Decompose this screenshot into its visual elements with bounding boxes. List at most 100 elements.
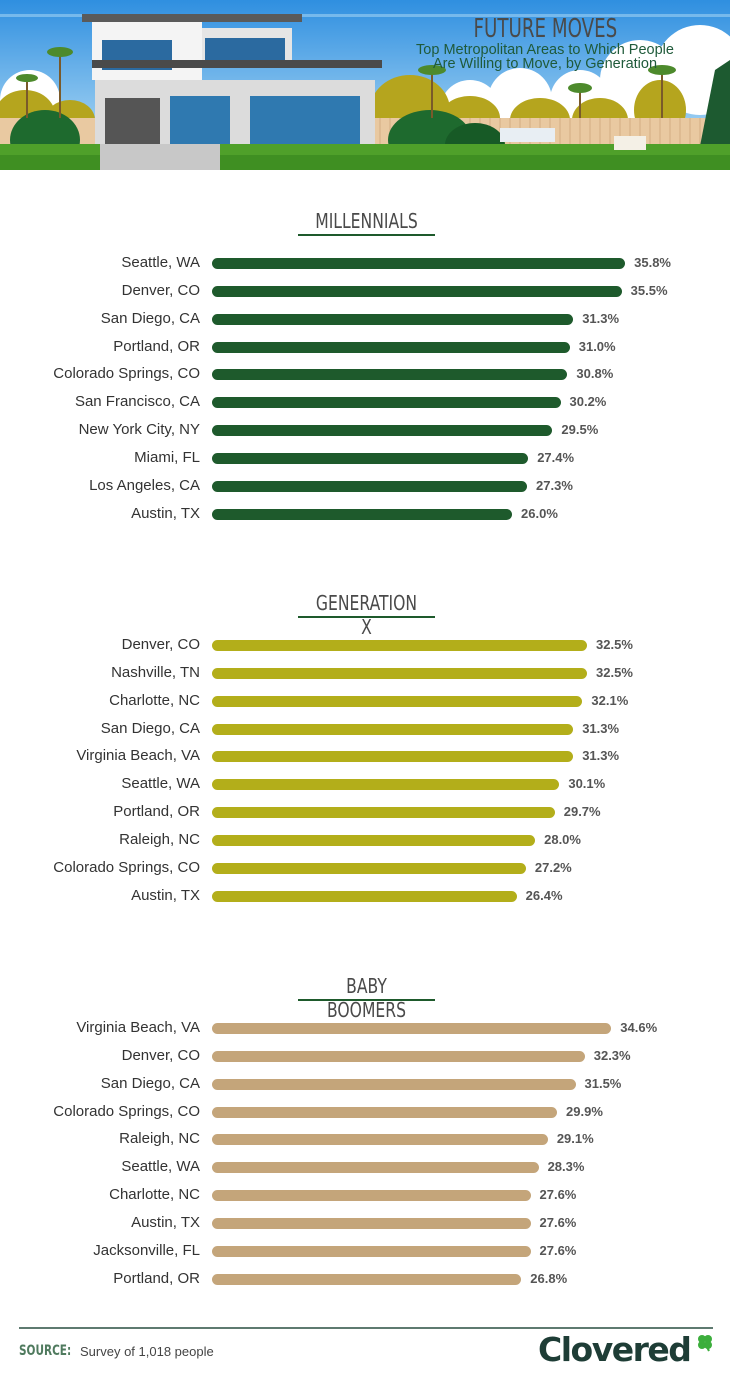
bar bbox=[212, 723, 574, 735]
bar-value-label: 29.7% bbox=[563, 804, 601, 820]
bar-value-label: 27.2% bbox=[534, 859, 572, 875]
header-illustration bbox=[0, 0, 730, 170]
bar-label: Nashville, TN bbox=[111, 663, 200, 681]
bar bbox=[212, 508, 513, 520]
bar-label: Raleigh, NC bbox=[119, 830, 200, 848]
bar bbox=[212, 1078, 576, 1090]
bar-value-label: 32.5% bbox=[596, 664, 633, 680]
bar-value-label: 27.4% bbox=[537, 449, 575, 465]
bar-value-label: 32.5% bbox=[596, 637, 633, 652]
bar-label: Seattle, WA bbox=[121, 775, 200, 793]
clover-icon bbox=[698, 1335, 712, 1352]
bar bbox=[212, 667, 588, 679]
bar-label: Jacksonville, FL bbox=[93, 1241, 200, 1259]
bar-label: Virginia Beach, VA bbox=[76, 747, 200, 765]
bar bbox=[212, 1273, 522, 1285]
bar-value-label: 32.1% bbox=[591, 692, 629, 708]
bar-value-label: 31.3% bbox=[582, 310, 620, 326]
bar-label: San Diego, CA bbox=[100, 1074, 200, 1092]
bar-value-label: 30.1% bbox=[568, 776, 606, 792]
baby-boomers-title: BABY BOOMERS bbox=[326, 974, 407, 1022]
bar bbox=[212, 1245, 531, 1257]
bar bbox=[212, 341, 570, 353]
bar-value-label: 35.5% bbox=[630, 282, 668, 298]
bar-label: Colorado Springs, CO bbox=[53, 1102, 200, 1120]
bar bbox=[212, 1050, 585, 1062]
bar bbox=[212, 397, 561, 409]
bar-value-label: 32.3% bbox=[593, 1047, 631, 1063]
bar-value-label: 28.0% bbox=[544, 831, 581, 847]
bar-value-label: 26.4% bbox=[525, 887, 563, 903]
bar-value-label: 29.9% bbox=[566, 1103, 603, 1119]
generation-x-title: GENERATION X bbox=[315, 591, 418, 639]
bar-value-label: 26.8% bbox=[530, 1270, 568, 1286]
bar-value-label: 35.8% bbox=[634, 255, 671, 270]
bar-label: Charlotte, NC bbox=[109, 691, 200, 709]
bar bbox=[212, 480, 528, 492]
bar-label: Charlotte, NC bbox=[109, 1186, 200, 1204]
bar-label: Los Angeles, CA bbox=[89, 476, 200, 494]
generation-x-title-underline bbox=[298, 616, 435, 618]
millennials-title-underline bbox=[298, 234, 435, 236]
bar-label: Portland, OR bbox=[113, 803, 200, 821]
bar-label: Austin, TX bbox=[131, 1213, 200, 1231]
infographic-title: FUTURE MOVES bbox=[473, 14, 617, 44]
bar-value-label: 30.8% bbox=[576, 366, 614, 382]
footer-divider bbox=[19, 1327, 713, 1329]
bar-label: San Diego, CA bbox=[100, 309, 200, 327]
millennials-title: MILLENNIALS bbox=[315, 209, 418, 233]
bar-value-label: 26.0% bbox=[521, 505, 558, 521]
bar-value-label: 29.1% bbox=[556, 1131, 594, 1147]
bar bbox=[212, 779, 560, 791]
bar bbox=[212, 1162, 539, 1174]
bar bbox=[212, 1217, 531, 1229]
bar-value-label: 34.6% bbox=[620, 1020, 658, 1035]
bar-label: Austin, TX bbox=[131, 886, 200, 904]
source-label: SOURCE: bbox=[19, 1343, 72, 1359]
bar-label: Portland, OR bbox=[113, 1269, 200, 1287]
bar-value-label: 29.5% bbox=[561, 422, 599, 438]
bar-value-label: 31.5% bbox=[584, 1075, 622, 1091]
bar-label: Miami, FL bbox=[134, 448, 200, 466]
bar bbox=[212, 1134, 548, 1146]
bar bbox=[212, 807, 555, 819]
bar bbox=[212, 258, 626, 269]
bar-value-label: 27.6% bbox=[539, 1214, 577, 1230]
bar-value-label: 31.3% bbox=[582, 720, 620, 736]
bar-value-label: 27.6% bbox=[539, 1187, 577, 1203]
bar-label: Austin, TX bbox=[131, 504, 200, 522]
bar-value-label: 27.3% bbox=[536, 477, 573, 493]
bar-value-label: 28.3% bbox=[547, 1159, 585, 1175]
bar bbox=[212, 425, 553, 437]
infographic-subtitle: Top Metropolitan Areas to Which People A… bbox=[395, 42, 695, 72]
bar-label: San Diego, CA bbox=[100, 719, 200, 737]
bar-label: New York City, NY bbox=[78, 421, 200, 439]
bar-label: San Francisco, CA bbox=[74, 393, 200, 411]
bar-label: Denver, CO bbox=[121, 636, 200, 653]
bar-label: Colorado Springs, CO bbox=[53, 858, 200, 876]
bar-label: Seattle, WA bbox=[121, 1158, 200, 1176]
bar bbox=[212, 640, 588, 651]
bar bbox=[212, 1106, 558, 1118]
source-text: Survey of 1,018 people bbox=[80, 1344, 214, 1359]
bar-label: Denver, CO bbox=[121, 1046, 200, 1064]
bar bbox=[212, 862, 526, 874]
bar bbox=[212, 1190, 531, 1202]
subtitle-line-1: Top Metropolitan Areas to Which People bbox=[416, 42, 674, 58]
bar bbox=[212, 695, 583, 707]
bar-value-label: 31.3% bbox=[582, 748, 620, 764]
bar bbox=[212, 751, 574, 763]
bar-label: Portland, OR bbox=[113, 337, 200, 355]
bar bbox=[212, 313, 574, 325]
subtitle-line-2: Are Willing to Move, by Generation bbox=[432, 56, 658, 72]
bar bbox=[212, 369, 568, 381]
bar-label: Raleigh, NC bbox=[119, 1130, 200, 1148]
clovered-logo: Clovered bbox=[538, 1330, 692, 1369]
bar bbox=[212, 285, 622, 297]
bar-label: Colorado Springs, CO bbox=[53, 365, 200, 383]
bar bbox=[212, 452, 529, 464]
bar bbox=[212, 890, 517, 902]
bar-label: Virginia Beach, VA bbox=[76, 1019, 200, 1036]
bar bbox=[212, 834, 536, 846]
bar-label: Seattle, WA bbox=[121, 254, 200, 271]
